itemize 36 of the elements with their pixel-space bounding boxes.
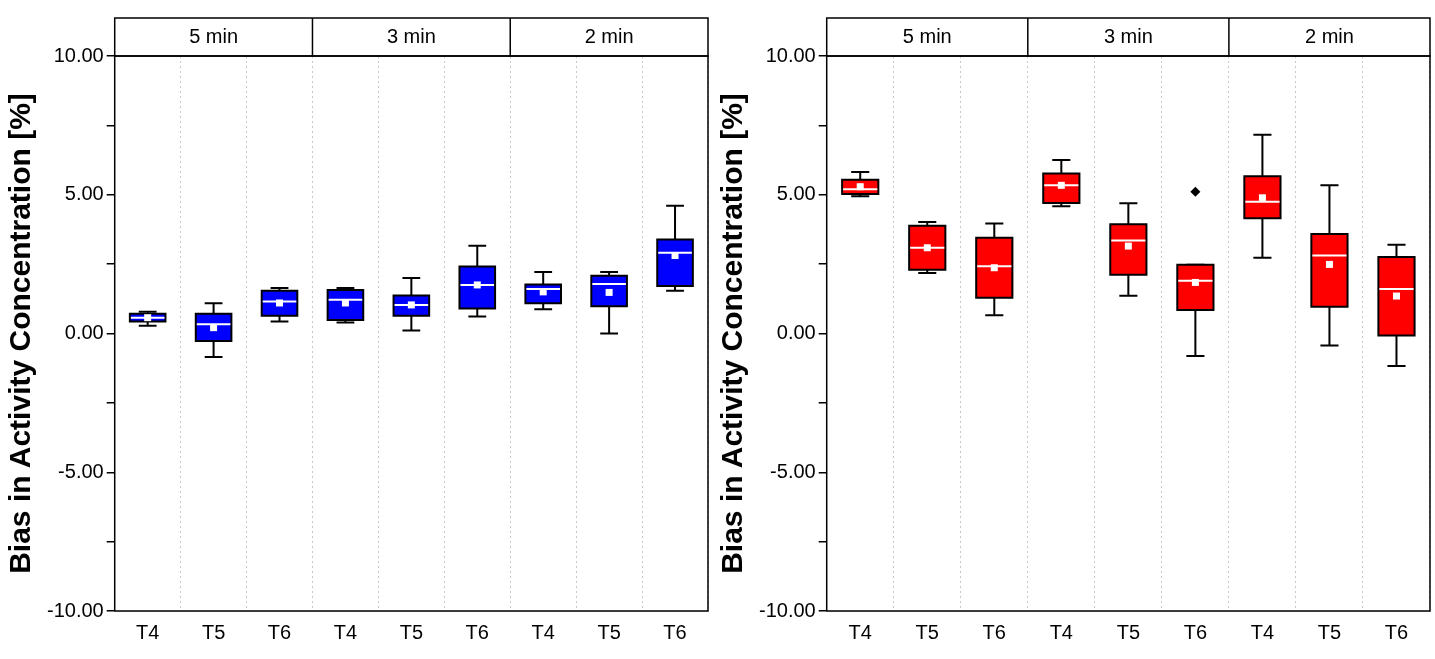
- x-tick-label: T4: [1250, 620, 1275, 643]
- x-tick-label: T4: [531, 620, 555, 643]
- text: 3 min: [1103, 24, 1153, 47]
- x-tick-label: T6: [663, 620, 687, 643]
- x-tick-label: T5: [201, 620, 226, 643]
- y-tick-label: 0.00: [64, 321, 104, 344]
- x-tick-label: T5: [597, 620, 621, 643]
- x-tick-label: T5: [1116, 620, 1141, 643]
- x-tick-label: T5: [915, 620, 939, 643]
- x-tick-label: T4: [333, 620, 358, 643]
- text: 5 min: [902, 24, 952, 47]
- text: 2 min: [1305, 24, 1354, 47]
- y-tick-label: 10.00: [765, 43, 816, 66]
- y-axis-title: Bias in Activity Concentration [%]: [715, 93, 749, 574]
- x-tick-label: T6: [1183, 620, 1208, 643]
- y-tick-label: -5.00: [770, 459, 816, 482]
- y-tick-label: -10.00: [758, 598, 816, 621]
- y-tick-label: 5.00: [64, 182, 104, 205]
- x-tick-label: T5: [1317, 620, 1342, 643]
- y-tick-label: 10.00: [53, 43, 104, 66]
- x-tick-label: T4: [1049, 620, 1073, 643]
- x-tick-label: T6: [1384, 620, 1409, 643]
- x-tick-label: T5: [399, 620, 424, 643]
- x-tick-label: T6: [465, 620, 489, 643]
- text: 3 min: [386, 24, 436, 47]
- y-tick-label: -5.00: [58, 459, 104, 482]
- text: 2 min: [584, 24, 634, 47]
- y-tick-label: -10.00: [46, 598, 104, 621]
- x-tick-label: T6: [267, 620, 292, 643]
- x-tick-label: T4: [848, 620, 872, 643]
- y-tick-label: 0.00: [776, 321, 816, 344]
- y-axis-title: Bias in Activity Concentration [%]: [3, 93, 37, 574]
- text: 5 min: [189, 24, 239, 47]
- x-tick-label: T6: [982, 620, 1006, 643]
- x-tick-label: T4: [136, 620, 160, 643]
- y-tick-label: 5.00: [776, 182, 816, 205]
